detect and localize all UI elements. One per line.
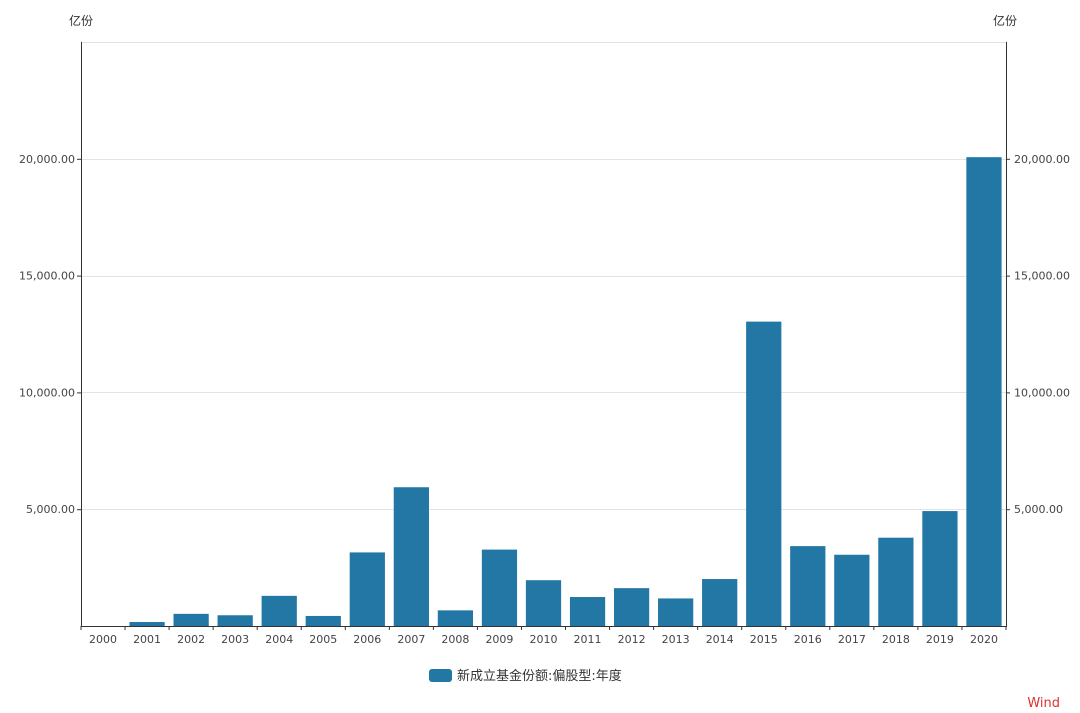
x-tick-label: 2009	[485, 633, 513, 646]
x-tick-label: 2019	[926, 633, 954, 646]
bar-2006	[349, 552, 385, 626]
x-tick-label: 2000	[89, 633, 117, 646]
y-tick-label-left: 5,000.00	[26, 503, 75, 516]
y-tick-label-left: 10,000.00	[19, 386, 75, 399]
bar-2005	[305, 615, 341, 626]
bar-2009	[481, 549, 518, 626]
x-tick-label: 2014	[706, 633, 734, 646]
x-tick-label: 2007	[397, 633, 425, 646]
bars	[129, 157, 1002, 626]
bar-2017	[834, 554, 870, 626]
x-tick-labels: 2000 2001 2002 2003 2004 2005 2006 2007 2008 2009…	[89, 633, 998, 646]
x-tick-label: 2001	[133, 633, 161, 646]
x-tick-label: 2011	[574, 633, 602, 646]
bar-2002	[173, 613, 209, 626]
x-tick-label: 2018	[882, 633, 910, 646]
bar-2019	[922, 511, 958, 626]
y-tick-label-left: 15,000.00	[19, 270, 75, 283]
bar-2008	[437, 610, 474, 626]
legend: 新成立基金份额:偏股型:年度	[429, 668, 622, 684]
bar-2003	[217, 615, 253, 626]
y-tick-label-left: 20,000.00	[19, 153, 75, 166]
x-tick-label: 2004	[265, 633, 293, 646]
bar-2012	[613, 588, 650, 626]
y-tick-label-right: 10,000.00	[1014, 386, 1070, 399]
x-tick-label: 2015	[750, 633, 778, 646]
x-tick-label: 2013	[662, 633, 690, 646]
axes	[77, 42, 1010, 630]
bar-2014	[702, 579, 738, 626]
bar-2020	[966, 157, 1002, 626]
x-tick-label: 2005	[309, 633, 337, 646]
bar-2018	[878, 537, 914, 626]
bar-2004	[261, 595, 297, 626]
bar-2001	[129, 622, 165, 626]
x-tick-label: 2008	[441, 633, 469, 646]
y-tick-label-right: 5,000.00	[1014, 503, 1063, 516]
y-unit-left: 亿份	[69, 13, 93, 28]
x-tick-label: 2002	[177, 633, 205, 646]
x-tick-label: 2017	[838, 633, 866, 646]
legend-label: 新成立基金份额:偏股型:年度	[457, 668, 622, 684]
y-unit-right: 亿份	[993, 13, 1017, 28]
gridlines	[81, 42, 1006, 510]
y-tick-label-right: 15,000.00	[1014, 270, 1070, 283]
bar-2016	[790, 546, 826, 626]
bar-2010	[525, 580, 562, 626]
x-tick-label: 2020	[970, 633, 998, 646]
y-tick-labels-left: 5,000.00 10,000.00 15,000.00 20,000.00	[19, 153, 75, 516]
x-tick-label: 2006	[353, 633, 381, 646]
bar-2011	[569, 597, 606, 626]
y-tick-labels-right: 5,000.00 10,000.00 15,000.00 20,000.00	[1014, 153, 1070, 516]
x-tick-label: 2012	[618, 633, 646, 646]
bar-2015	[746, 321, 782, 626]
source-label: Wind	[1027, 696, 1060, 711]
x-tick-label: 2010	[530, 633, 558, 646]
x-tick-label: 2016	[794, 633, 822, 646]
y-tick-label-right: 20,000.00	[1014, 153, 1070, 166]
bar-2013	[658, 598, 694, 626]
bar-2007	[393, 487, 429, 626]
x-tick-label: 2003	[221, 633, 249, 646]
legend-swatch	[429, 669, 452, 682]
